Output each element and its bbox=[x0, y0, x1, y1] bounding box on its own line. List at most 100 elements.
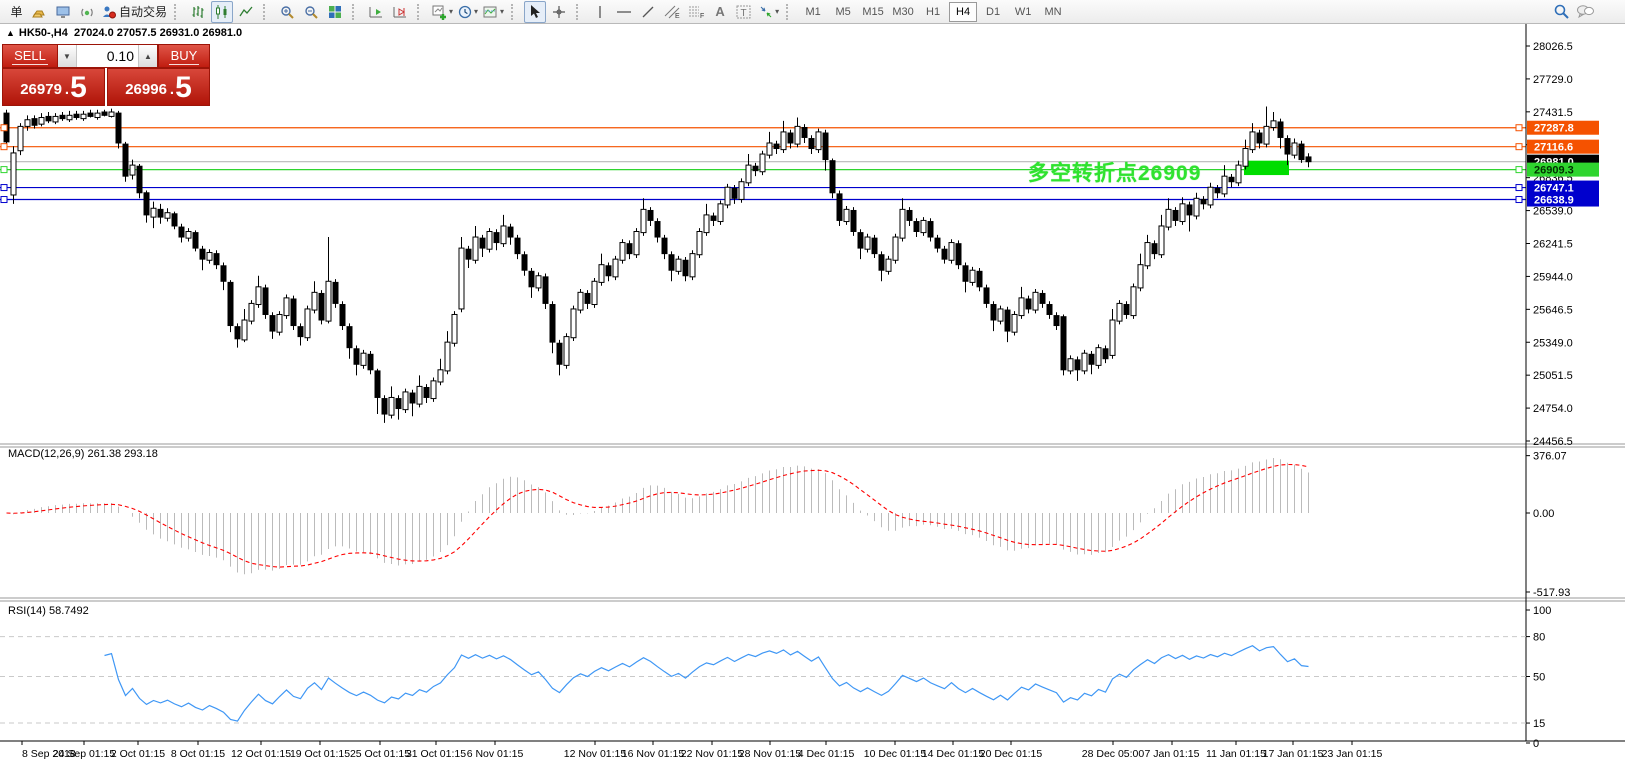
bull-candle bbox=[920, 219, 927, 234]
sell-button[interactable]: SELL bbox=[2, 44, 57, 68]
bull-candle bbox=[150, 207, 157, 218]
panel-collapse-arrow[interactable]: ▲ bbox=[6, 28, 15, 38]
new-order-button[interactable]: 单 bbox=[4, 1, 26, 23]
cursor-icon[interactable] bbox=[524, 0, 547, 23]
bull-candle bbox=[794, 125, 801, 145]
horizontal-line-icon[interactable] bbox=[613, 1, 635, 23]
bear-candle bbox=[857, 232, 864, 249]
periods-clock-icon[interactable]: ▾ bbox=[456, 1, 479, 23]
pivot-annotation-text[interactable]: 多空转折点26909 bbox=[1028, 162, 1202, 185]
bear-candle bbox=[199, 248, 206, 260]
volume-value[interactable]: 0.10 bbox=[106, 48, 134, 64]
toolbar-group-objects: ▾ ▾ ▾ bbox=[426, 1, 509, 23]
bull-candle bbox=[129, 164, 136, 176]
bear-candle bbox=[227, 281, 234, 327]
bear-candle bbox=[983, 287, 990, 304]
bear-candle bbox=[101, 111, 108, 116]
gold-bar-icon[interactable] bbox=[28, 1, 50, 23]
sell-price-box[interactable]: 26979. 5 bbox=[2, 68, 105, 106]
signals-icon[interactable] bbox=[76, 1, 98, 23]
equidistant-channel-icon[interactable]: E bbox=[661, 1, 683, 23]
price-axis-tick-label: 24754.0 bbox=[1533, 403, 1573, 415]
bull-candle bbox=[17, 125, 24, 152]
buy-price-box[interactable]: 26996. 5 bbox=[107, 68, 210, 106]
text-tool-icon[interactable]: A bbox=[709, 1, 731, 23]
new-chart-icon[interactable]: ▾ bbox=[430, 1, 454, 23]
bear-candle bbox=[514, 237, 521, 255]
buy-button[interactable]: BUY bbox=[158, 44, 210, 68]
bull-candle bbox=[619, 242, 626, 261]
bull-candle bbox=[1270, 120, 1277, 128]
templates-icon[interactable]: ▾ bbox=[481, 1, 505, 23]
bear-candle bbox=[409, 392, 416, 404]
text-label-tool-icon[interactable]: T bbox=[733, 1, 755, 23]
volume-increase-button[interactable]: ▲ bbox=[138, 45, 157, 67]
price-tag-label: 27287.8 bbox=[1534, 123, 1574, 135]
timeframe-button-w1[interactable]: W1 bbox=[1014, 5, 1032, 18]
bull-candle bbox=[1144, 242, 1151, 267]
toolbar-grip[interactable] bbox=[174, 3, 181, 20]
fibonacci-icon[interactable]: F bbox=[685, 1, 707, 23]
bull-candle bbox=[185, 230, 192, 239]
line-chart-icon[interactable] bbox=[235, 1, 257, 23]
rsi-line bbox=[104, 645, 1309, 722]
price-tag bbox=[1527, 120, 1599, 135]
bar-chart-icon[interactable] bbox=[187, 1, 209, 23]
bull-candle bbox=[1116, 302, 1123, 322]
timeframe-button-h1[interactable]: H1 bbox=[926, 5, 941, 18]
bear-candle bbox=[234, 326, 241, 340]
bear-candle bbox=[507, 226, 514, 238]
line-handle bbox=[1515, 124, 1523, 132]
bull-candle bbox=[745, 164, 752, 184]
toolbar-grip[interactable] bbox=[786, 3, 793, 20]
crosshair-icon[interactable] bbox=[548, 1, 570, 23]
macd-axis-tick-label: 376.07 bbox=[1533, 451, 1567, 463]
arrows-tool-icon[interactable]: ▾ bbox=[757, 1, 780, 23]
timeframe-button-h4[interactable]: H4 bbox=[949, 1, 978, 22]
candlestick-chart-icon[interactable] bbox=[211, 0, 234, 23]
price-axis-tick-label: 28026.5 bbox=[1533, 41, 1573, 53]
chart-canvas[interactable]: 28026.527729.027431.527134.026836.526539… bbox=[0, 24, 1625, 769]
chart-window[interactable]: 28026.527729.027431.527134.026836.526539… bbox=[0, 24, 1625, 769]
sell-price-main: 26979 bbox=[20, 81, 62, 98]
toolbar-grip[interactable] bbox=[263, 3, 270, 20]
bull-candle bbox=[899, 208, 906, 239]
terminal-icon[interactable] bbox=[52, 1, 74, 23]
auto-scroll-icon[interactable] bbox=[365, 1, 387, 23]
autotrading-button[interactable]: 自动交易 bbox=[100, 1, 168, 23]
trendline-icon[interactable] bbox=[637, 1, 659, 23]
dropdown-arrow-icon: ▾ bbox=[775, 7, 780, 16]
price-axis-tick-label: 24456.5 bbox=[1533, 436, 1573, 448]
chart-shift-icon[interactable] bbox=[389, 1, 411, 23]
search-icon[interactable] bbox=[1550, 0, 1572, 22]
bull-candle bbox=[1067, 358, 1074, 372]
line-handle bbox=[0, 166, 8, 174]
bull-candle bbox=[577, 291, 584, 311]
tile-windows-icon[interactable] bbox=[324, 1, 346, 23]
bull-candle bbox=[325, 280, 332, 322]
time-axis-label: 16 Nov 01:15 bbox=[622, 748, 685, 760]
vertical-line-icon[interactable] bbox=[589, 1, 611, 23]
bear-candle bbox=[1200, 198, 1207, 205]
toolbar-grip[interactable] bbox=[511, 3, 518, 20]
line-handle bbox=[1515, 184, 1523, 192]
timeframe-button-d1[interactable]: D1 bbox=[986, 5, 1001, 18]
timeframe-button-mn[interactable]: MN bbox=[1044, 5, 1062, 18]
timeframe-button-m15[interactable]: M15 bbox=[862, 5, 884, 18]
zoom-out-icon[interactable] bbox=[300, 1, 322, 23]
bull-candle bbox=[38, 117, 45, 125]
bull-candle bbox=[1158, 225, 1165, 256]
volume-decrease-button[interactable]: ▼ bbox=[58, 45, 77, 67]
line-handle bbox=[0, 196, 8, 204]
bear-candle bbox=[1046, 304, 1053, 315]
toolbar-grip[interactable] bbox=[352, 3, 359, 20]
zoom-in-icon[interactable] bbox=[276, 1, 298, 23]
toolbar-grip[interactable] bbox=[417, 3, 424, 20]
toolbar-grip[interactable] bbox=[576, 3, 583, 20]
price-tag-label: 26747.1 bbox=[1534, 183, 1574, 195]
timeframe-button-m30[interactable]: M30 bbox=[892, 5, 914, 18]
chat-icon[interactable] bbox=[1574, 0, 1596, 22]
bull-candle bbox=[689, 253, 696, 278]
timeframe-button-m1[interactable]: M1 bbox=[805, 5, 821, 18]
timeframe-button-m5[interactable]: M5 bbox=[835, 5, 851, 18]
